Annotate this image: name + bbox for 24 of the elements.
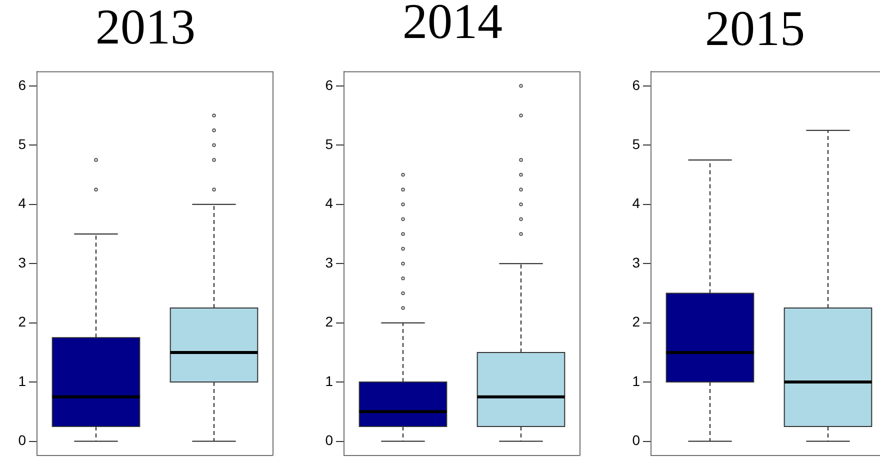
y-tick-label: 4 (325, 195, 334, 212)
y-tick-label: 3 (632, 254, 640, 270)
y-tick-label: 2 (325, 314, 334, 330)
chart-title: 2013 (96, 0, 196, 55)
y-tick-label: 1 (632, 372, 640, 389)
y-tick-label: 0 (632, 432, 640, 448)
y-tick-label: 5 (325, 136, 334, 152)
y-tick-label: 5 (18, 136, 26, 152)
y-tick-label: 0 (325, 432, 334, 448)
chart-title: 2014 (402, 0, 502, 49)
y-tick-label: 6 (18, 76, 26, 93)
y-tick-label: 2 (632, 314, 640, 330)
y-tick-label: 3 (325, 254, 334, 270)
y-tick-label: 3 (18, 254, 26, 270)
y-tick-label: 1 (18, 372, 26, 389)
y-tick-label: 0 (18, 432, 26, 448)
y-tick-label: 6 (632, 76, 640, 93)
y-tick-label: 4 (632, 195, 640, 212)
chart-title: 2015 (705, 0, 805, 56)
y-tick-label: 6 (325, 76, 334, 93)
y-tick-label: 4 (18, 195, 26, 212)
y-tick-label: 2 (18, 314, 26, 330)
y-tick-label: 1 (325, 372, 334, 389)
y-tick-label: 5 (632, 136, 640, 152)
